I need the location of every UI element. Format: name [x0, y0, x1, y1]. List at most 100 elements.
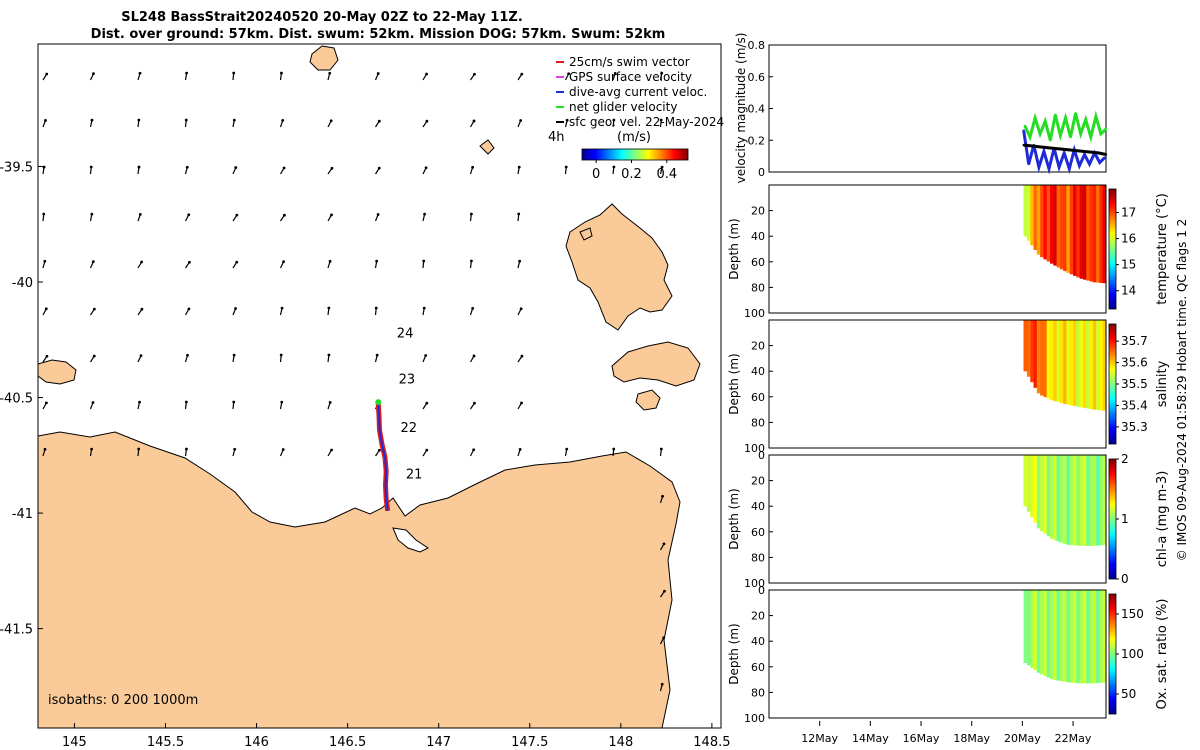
- current-vector-head: [472, 448, 476, 452]
- current-vector-head: [328, 259, 332, 263]
- profile-cell: [1063, 320, 1068, 405]
- current-vector-head: [330, 213, 333, 217]
- profile-cell: [1040, 320, 1045, 396]
- profile-heatmap: [1023, 590, 1106, 684]
- profile-y-tick-label: 100: [744, 442, 765, 455]
- time-axis-ticks: 12May 14May 16May 18May 20May 22May: [801, 721, 1092, 745]
- current-vector-head: [138, 400, 141, 404]
- profile-cell: [1102, 320, 1106, 411]
- land-kent-group: [309, 45, 339, 71]
- profile-cell: [1053, 320, 1058, 402]
- current-vector-head: [660, 165, 664, 169]
- current-vector-head: [43, 447, 47, 451]
- current-vector-head: [140, 260, 144, 264]
- velocity-point: [1074, 112, 1077, 115]
- profile-cell: [1036, 590, 1041, 673]
- profile-cell: [1096, 455, 1101, 546]
- velocity-point: [1097, 151, 1100, 155]
- profile-cell: [1092, 590, 1097, 684]
- legend-label: dive-avg current veloc.: [569, 85, 707, 99]
- land-islet-2: [479, 139, 495, 155]
- velocity-point: [1089, 135, 1092, 139]
- profile-frame: [768, 184, 1107, 314]
- profile-cell: [1063, 455, 1068, 544]
- current-vector-head: [90, 447, 94, 451]
- profile-colorbar-tick-label: 35.3: [1121, 420, 1148, 434]
- profile-cell: [1096, 590, 1101, 684]
- profile-cell: [1056, 320, 1061, 403]
- profile-cell: [1026, 590, 1031, 666]
- profile-cell: [1033, 185, 1038, 251]
- velocity-point: [1069, 135, 1072, 139]
- profile-cell: [1076, 185, 1081, 278]
- land-king-island: [38, 359, 77, 385]
- profile-colorbar-tick-label: 50: [1121, 687, 1136, 701]
- velocity-point: [1054, 113, 1057, 117]
- current-vector-head: [376, 213, 380, 216]
- current-vector-head: [517, 212, 521, 216]
- map-x-tick-label: 148.5: [693, 735, 730, 750]
- current-vector-head: [659, 447, 663, 451]
- profile-cell: [1092, 185, 1097, 283]
- velocity-point: [1036, 145, 1039, 148]
- profile-cell: [1023, 185, 1029, 237]
- profile-cell: [1036, 320, 1041, 394]
- map-colorbar-tick-label: 0.4: [656, 167, 677, 182]
- current-vector-head: [89, 165, 93, 169]
- profile-cell: [1059, 590, 1064, 682]
- current-vector-head: [518, 259, 522, 263]
- current-vector-head: [45, 401, 48, 405]
- current-vector-head: [328, 400, 332, 404]
- profile-y-tick-label: 0: [758, 449, 765, 462]
- profile-cell: [1030, 320, 1035, 383]
- current-vector-head: [376, 72, 380, 75]
- time-tick-label: 14May: [852, 732, 889, 745]
- current-vector-head: [187, 213, 191, 217]
- velocity-point: [1068, 167, 1071, 171]
- velocity-axes: [768, 44, 1107, 173]
- current-vector-head: [45, 72, 49, 76]
- profile-cell: [1089, 455, 1094, 546]
- current-vector-head: [185, 71, 189, 75]
- current-vector-head: [422, 259, 426, 263]
- legend-extra-label: 4h: [548, 130, 565, 145]
- current-vector-head: [422, 306, 426, 310]
- map-frame: [37, 43, 722, 729]
- map-colorbar-ticks: 0 0.2 0.4: [592, 160, 677, 182]
- current-vector-head: [280, 400, 284, 404]
- profile-cell: [1079, 590, 1084, 684]
- profile-cell: [1053, 455, 1058, 541]
- current-vector-head: [90, 212, 94, 216]
- velocity-point: [1047, 167, 1051, 171]
- map-y-tick-label: -40.5: [0, 392, 33, 407]
- map-x-ticks: 145 145.5 146 146.5 147 147.5 148 148.5: [62, 723, 731, 750]
- time-tick-label: 20May: [1004, 732, 1041, 745]
- profile-cell: [1099, 320, 1104, 411]
- profile-cell: [1050, 320, 1054, 401]
- profile-colorbar-tick-label: 15: [1121, 258, 1136, 272]
- velocity-point: [1022, 129, 1025, 132]
- current-vector-head: [186, 353, 189, 357]
- current-vector-head: [660, 71, 664, 75]
- profile-colorbar-tick-label: 1: [1121, 512, 1129, 526]
- profile-ylabel: Depth (m): [727, 488, 741, 549]
- current-vector-head: [520, 354, 524, 358]
- current-vector-head: [233, 447, 237, 451]
- velocity-point: [1057, 166, 1061, 169]
- profile-colorbar-tick-label: 14: [1121, 284, 1136, 298]
- current-vector-head: [232, 353, 236, 357]
- profile-colorbar-tick-label: 0: [1121, 572, 1129, 586]
- current-vector-head: [184, 118, 188, 122]
- profile-cell: [1073, 455, 1078, 546]
- profile-ylabel: Depth (m): [727, 353, 741, 414]
- current-vector-head: [473, 72, 476, 76]
- profile-cell: [1079, 455, 1084, 546]
- velocity-point: [1023, 124, 1027, 128]
- current-vector-head: [519, 307, 523, 311]
- current-vector-head: [662, 542, 666, 546]
- profile-cell: [1033, 455, 1038, 523]
- current-vector-head: [42, 165, 46, 169]
- current-vector-head: [613, 71, 617, 75]
- profile-colorbar: [1108, 323, 1117, 445]
- profile-cell: [1053, 185, 1058, 266]
